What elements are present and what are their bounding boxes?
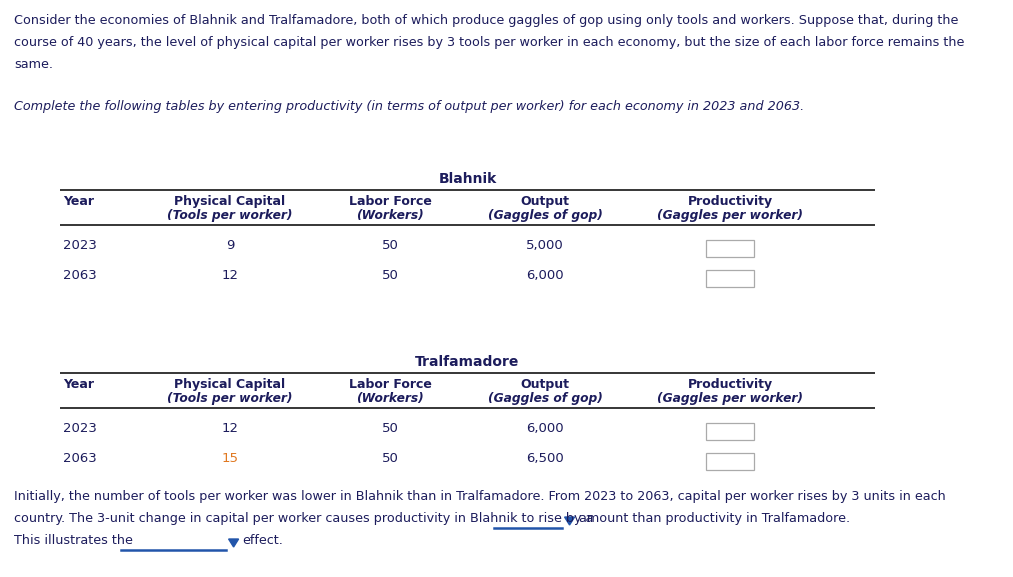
Text: 2063: 2063: [63, 452, 97, 465]
Text: effect.: effect.: [242, 534, 284, 547]
Text: (Workers): (Workers): [357, 392, 423, 405]
Text: Productivity: Productivity: [688, 195, 773, 208]
Text: 6,500: 6,500: [526, 452, 564, 465]
Bar: [706, 270, 754, 287]
Text: (Tools per worker): (Tools per worker): [167, 392, 293, 405]
Text: 50: 50: [382, 452, 398, 465]
Text: 50: 50: [382, 269, 398, 282]
Text: 12: 12: [222, 269, 238, 282]
Text: (Tools per worker): (Tools per worker): [167, 209, 293, 222]
Text: This illustrates the: This illustrates the: [14, 534, 133, 547]
Polygon shape: [229, 539, 239, 547]
Text: (Gaggles per worker): (Gaggles per worker): [657, 209, 803, 222]
Bar: [706, 453, 754, 470]
Text: course of 40 years, the level of physical capital per worker rises by 3 tools pe: course of 40 years, the level of physica…: [14, 36, 964, 49]
Text: Output: Output: [521, 195, 569, 208]
Text: 50: 50: [382, 239, 398, 252]
Text: Labor Force: Labor Force: [348, 378, 432, 391]
Text: amount than productivity in Tralfamadore.: amount than productivity in Tralfamadore…: [578, 512, 850, 525]
Text: 2063: 2063: [63, 269, 97, 282]
Text: Blahnik: Blahnik: [439, 172, 496, 186]
Text: country. The 3-unit change in capital per worker causes productivity in Blahnik : country. The 3-unit change in capital pe…: [14, 512, 594, 525]
Polygon shape: [564, 517, 574, 525]
Text: 50: 50: [382, 422, 398, 435]
Text: Complete the following tables by entering productivity (in terms of output per w: Complete the following tables by enterin…: [14, 100, 804, 113]
Text: Physical Capital: Physical Capital: [174, 378, 286, 391]
Text: Year: Year: [63, 195, 94, 208]
Text: 15: 15: [222, 452, 238, 465]
Text: Labor Force: Labor Force: [348, 195, 432, 208]
Text: Productivity: Productivity: [688, 378, 773, 391]
Text: 2023: 2023: [63, 239, 97, 252]
Text: 6,000: 6,000: [526, 422, 564, 435]
Bar: [706, 240, 754, 257]
Bar: [706, 423, 754, 440]
Text: Output: Output: [521, 378, 569, 391]
Text: 6,000: 6,000: [526, 269, 564, 282]
Text: 9: 9: [226, 239, 234, 252]
Text: (Gaggles of gop): (Gaggles of gop): [487, 392, 603, 405]
Text: Consider the economies of Blahnik and Tralfamadore, both of which produce gaggle: Consider the economies of Blahnik and Tr…: [14, 14, 958, 27]
Text: 5,000: 5,000: [526, 239, 564, 252]
Text: (Gaggles per worker): (Gaggles per worker): [657, 392, 803, 405]
Text: Tralfamadore: Tralfamadore: [415, 355, 520, 369]
Text: 12: 12: [222, 422, 238, 435]
Text: Year: Year: [63, 378, 94, 391]
Text: 2023: 2023: [63, 422, 97, 435]
Text: (Gaggles of gop): (Gaggles of gop): [487, 209, 603, 222]
Text: Physical Capital: Physical Capital: [174, 195, 286, 208]
Text: same.: same.: [14, 58, 53, 71]
Text: (Workers): (Workers): [357, 209, 423, 222]
Text: Initially, the number of tools per worker was lower in Blahnik than in Tralfamad: Initially, the number of tools per worke…: [14, 490, 946, 503]
